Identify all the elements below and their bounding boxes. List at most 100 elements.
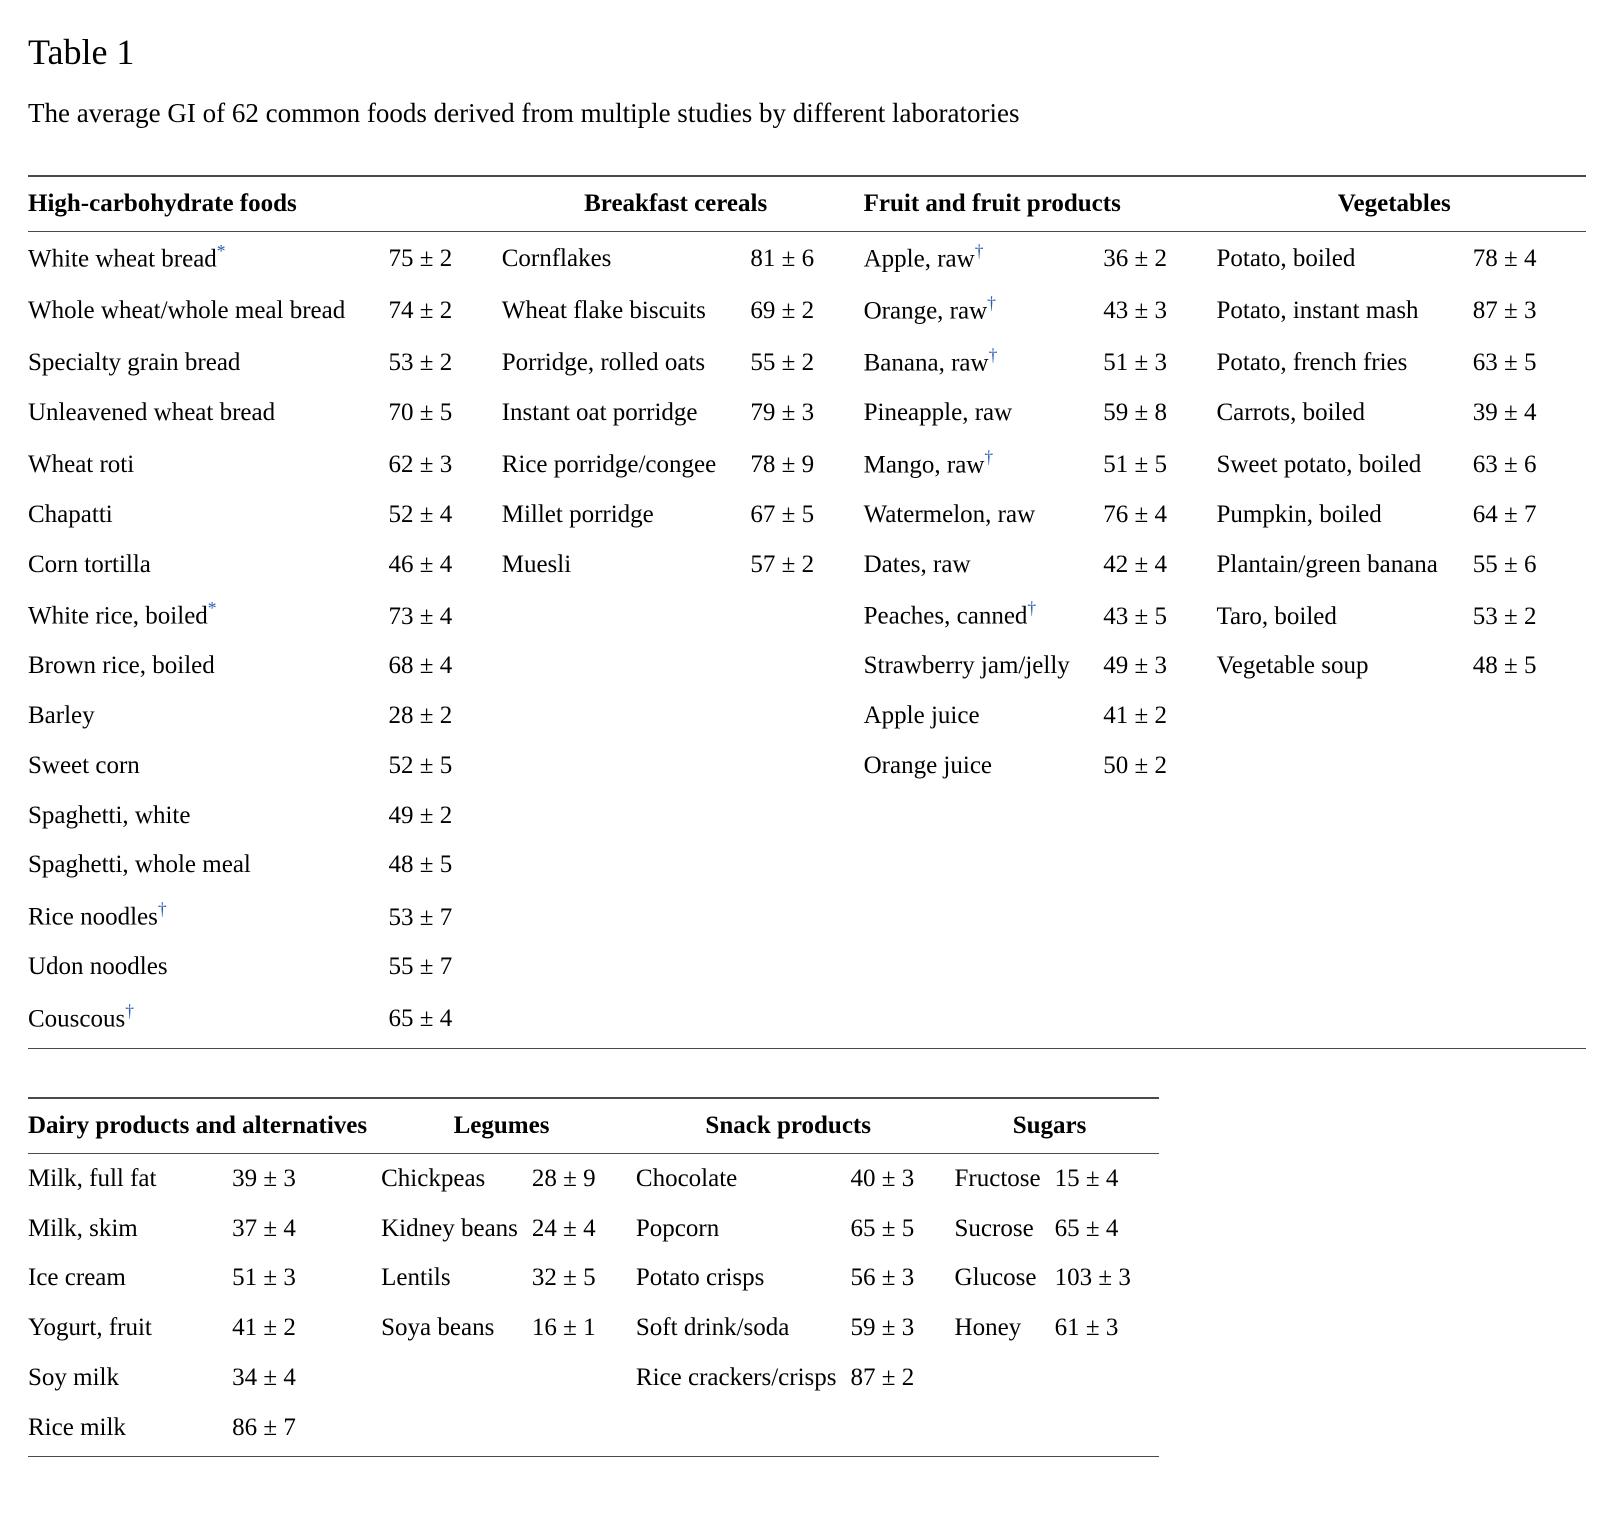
food-name: Rice porridge/congee bbox=[502, 451, 717, 478]
food-name-cell bbox=[502, 641, 751, 691]
table-row: Whole wheat/whole meal bread74 ± 2Wheat … bbox=[28, 284, 1586, 336]
footnote-marker: † bbox=[987, 293, 996, 313]
table-row: Barley28 ± 2Apple juice41 ± 2 bbox=[28, 691, 1586, 741]
food-name-cell: Wheat roti bbox=[28, 438, 389, 490]
food-name: Milk, full fat bbox=[28, 1165, 156, 1192]
column-header: Fruit and fruit products bbox=[864, 176, 1217, 231]
food-name: Popcorn bbox=[636, 1215, 719, 1242]
food-name-cell bbox=[502, 791, 751, 841]
food-name: Ice cream bbox=[28, 1264, 126, 1291]
food-gi-cell: 49 ± 3 bbox=[1103, 641, 1216, 691]
food-gi-cell: 74 ± 2 bbox=[389, 284, 502, 336]
food-name-cell: Honey bbox=[955, 1303, 1055, 1353]
footnote-link[interactable]: † bbox=[989, 345, 998, 365]
food-name-cell: Taro, boiled bbox=[1216, 589, 1472, 641]
food-gi-cell: 16 ± 1 bbox=[532, 1303, 636, 1353]
footnote-link[interactable]: † bbox=[984, 447, 993, 467]
food-name: Whole wheat/whole meal bread bbox=[28, 297, 345, 324]
food-gi-cell: 78 ± 4 bbox=[1473, 231, 1586, 284]
tables-container: High-carbohydrate foodsBreakfast cereals… bbox=[28, 175, 1586, 1457]
footnote-link[interactable]: † bbox=[1027, 598, 1036, 618]
food-gi-cell bbox=[1473, 840, 1586, 890]
footnote-link[interactable]: † bbox=[975, 241, 984, 261]
food-name-cell: Soft drink/soda bbox=[636, 1303, 851, 1353]
food-gi-cell: 40 ± 3 bbox=[851, 1153, 955, 1203]
column-header: Snack products bbox=[636, 1098, 955, 1153]
food-name-cell bbox=[636, 1403, 851, 1457]
food-name-cell bbox=[502, 691, 751, 741]
food-gi-cell bbox=[851, 1403, 955, 1457]
food-name: Rice noodles bbox=[28, 904, 158, 931]
food-gi-cell: 78 ± 9 bbox=[750, 438, 863, 490]
food-name: Pineapple, raw bbox=[864, 399, 1013, 426]
food-gi-cell: 63 ± 5 bbox=[1473, 336, 1586, 388]
table-row: Brown rice, boiled68 ± 4Strawberry jam/j… bbox=[28, 641, 1586, 691]
food-name: Orange juice bbox=[864, 752, 992, 779]
food-name-cell bbox=[955, 1353, 1055, 1403]
food-gi-cell: 55 ± 7 bbox=[389, 942, 502, 992]
footnote-marker: * bbox=[208, 598, 217, 618]
food-gi-cell: 70 ± 5 bbox=[389, 388, 502, 438]
footnote-marker: † bbox=[125, 1001, 134, 1021]
food-name-cell: Rice crackers/crisps bbox=[636, 1353, 851, 1403]
column-header: High-carbohydrate foods bbox=[28, 176, 502, 231]
food-name-cell bbox=[1216, 741, 1472, 791]
food-name: Orange, raw bbox=[864, 297, 988, 324]
food-name: Potato crisps bbox=[636, 1264, 764, 1291]
food-name: Vegetable soup bbox=[1216, 652, 1368, 679]
footnote-link[interactable]: † bbox=[125, 1001, 134, 1021]
food-name-cell: Glucose bbox=[955, 1253, 1055, 1303]
food-gi-cell bbox=[750, 992, 863, 1049]
food-name-cell: Potato crisps bbox=[636, 1253, 851, 1303]
food-name-cell: Dates, raw bbox=[864, 540, 1104, 590]
food-gi-cell: 56 ± 3 bbox=[851, 1253, 955, 1303]
footnote-link[interactable]: * bbox=[208, 598, 217, 618]
footnote-marker: † bbox=[1027, 598, 1036, 618]
food-gi-cell: 86 ± 7 bbox=[232, 1403, 381, 1457]
food-name: Brown rice, boiled bbox=[28, 652, 215, 679]
food-name: Banana, raw bbox=[864, 349, 989, 376]
gi-table-0: High-carbohydrate foodsBreakfast cereals… bbox=[28, 175, 1586, 1049]
food-name-cell: Potato, boiled bbox=[1216, 231, 1472, 284]
food-name: Apple, raw bbox=[864, 245, 975, 272]
food-name-cell: Mango, raw† bbox=[864, 438, 1104, 490]
food-name-cell: Potato, instant mash bbox=[1216, 284, 1472, 336]
footnote-link[interactable]: † bbox=[987, 293, 996, 313]
table-row: Soy milk34 ± 4Rice crackers/crisps87 ± 2 bbox=[28, 1353, 1159, 1403]
food-name: Corn tortilla bbox=[28, 551, 151, 578]
food-name: Rice crackers/crisps bbox=[636, 1364, 837, 1391]
food-name-cell: Carrots, boiled bbox=[1216, 388, 1472, 438]
food-gi-cell bbox=[1103, 942, 1216, 992]
footnote-marker: * bbox=[217, 241, 226, 261]
food-name: Udon noodles bbox=[28, 953, 168, 980]
food-name-cell bbox=[502, 589, 751, 641]
food-gi-cell bbox=[1055, 1403, 1159, 1457]
food-name-cell: Cornflakes bbox=[502, 231, 751, 284]
table-title: Table 1 bbox=[28, 28, 1586, 77]
food-gi-cell bbox=[1103, 890, 1216, 942]
food-name: Instant oat porridge bbox=[502, 399, 698, 426]
food-gi-cell: 39 ± 3 bbox=[232, 1153, 381, 1203]
footnote-link[interactable]: † bbox=[158, 899, 167, 919]
food-gi-cell: 53 ± 2 bbox=[1473, 589, 1586, 641]
food-name-cell bbox=[1216, 890, 1472, 942]
food-name: Carrots, boiled bbox=[1216, 399, 1365, 426]
food-gi-cell: 28 ± 9 bbox=[532, 1153, 636, 1203]
food-gi-cell: 53 ± 2 bbox=[389, 336, 502, 388]
food-name: Unleavened wheat bread bbox=[28, 399, 275, 426]
food-name: Lentils bbox=[381, 1264, 450, 1291]
food-gi-cell bbox=[1103, 992, 1216, 1049]
food-gi-cell: 63 ± 6 bbox=[1473, 438, 1586, 490]
food-gi-cell: 55 ± 6 bbox=[1473, 540, 1586, 590]
food-gi-cell: 51 ± 3 bbox=[1103, 336, 1216, 388]
food-name-cell: Pumpkin, boiled bbox=[1216, 490, 1472, 540]
footnote-link[interactable]: * bbox=[217, 241, 226, 261]
food-name: Sweet corn bbox=[28, 752, 140, 779]
food-gi-cell: 69 ± 2 bbox=[750, 284, 863, 336]
food-name: Dates, raw bbox=[864, 551, 971, 578]
food-gi-cell bbox=[1473, 890, 1586, 942]
food-name-cell bbox=[1216, 992, 1472, 1049]
food-name-cell bbox=[502, 741, 751, 791]
food-name: Yogurt, fruit bbox=[28, 1314, 152, 1341]
food-name: Soy milk bbox=[28, 1364, 119, 1391]
